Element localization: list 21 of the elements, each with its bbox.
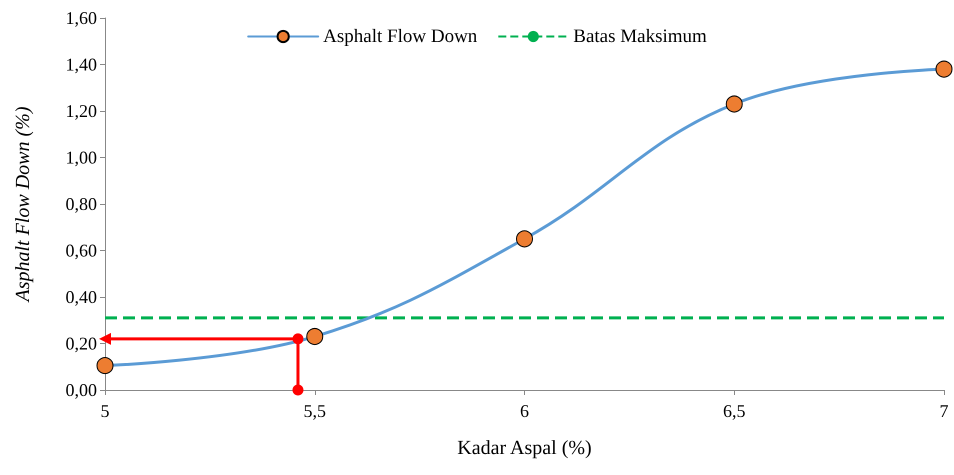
- y-tick-label: 0,60: [66, 240, 97, 260]
- x-tick-label: 5,5: [304, 401, 326, 421]
- y-tick-label: 0,80: [66, 194, 97, 214]
- y-tick-label: 0,20: [66, 334, 97, 354]
- y-tick-label: 1,60: [66, 8, 97, 28]
- x-tick-label: 5: [100, 401, 110, 421]
- x-tick-label: 7: [940, 401, 948, 421]
- point: [99, 332, 111, 345]
- point: [292, 384, 304, 396]
- x-tick-label: 6,5: [723, 401, 746, 421]
- point: [292, 333, 304, 344]
- y-tick-label: 0,40: [66, 287, 97, 307]
- y-tick-label: 0,00: [66, 380, 97, 400]
- x-axis-title: Kadar Aspal (%): [457, 437, 592, 459]
- y-axis-title: Asphalt Flow Down (%): [12, 106, 34, 304]
- y-tick-label: 1,40: [66, 54, 97, 74]
- y-tick-label: 1,20: [66, 101, 97, 121]
- y-tick-label: 1,00: [66, 148, 97, 168]
- x-tick-label: 6: [520, 401, 529, 421]
- legend-label: Asphalt Flow Down: [323, 26, 478, 47]
- legend-label: Batas Maksimum: [573, 26, 708, 47]
